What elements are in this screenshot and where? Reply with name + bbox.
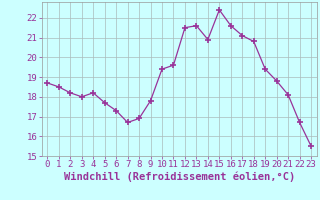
X-axis label: Windchill (Refroidissement éolien,°C): Windchill (Refroidissement éolien,°C) — [64, 172, 295, 182]
